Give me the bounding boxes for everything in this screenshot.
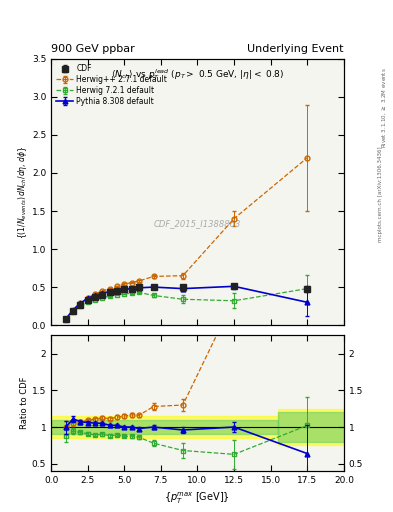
Text: $\langle N_{ch}\rangle$ vs $p_T^{lead}$ ($p_T >$ 0.5 GeV, $|\eta| <$ 0.8): $\langle N_{ch}\rangle$ vs $p_T^{lead}$ … (111, 67, 284, 82)
Text: CDF_2015_I1388863: CDF_2015_I1388863 (154, 220, 241, 228)
Y-axis label: Ratio to CDF: Ratio to CDF (20, 377, 29, 430)
X-axis label: $\{p_T^{max}$ [GeV]$\}$: $\{p_T^{max}$ [GeV]$\}$ (165, 490, 230, 506)
Bar (278, 412, 344, 442)
Y-axis label: $\{(1/N_{events})\, dN_{ch}/d\eta,\, d\phi\}$: $\{(1/N_{events})\, dN_{ch}/d\eta,\, d\p… (16, 145, 29, 239)
Text: Rivet 3.1.10, $\geq$ 3.2M events: Rivet 3.1.10, $\geq$ 3.2M events (380, 67, 388, 148)
Bar (51, 420, 278, 434)
Text: mcplots.cern.ch [arXiv:1306.3436]: mcplots.cern.ch [arXiv:1306.3436] (378, 147, 383, 242)
Text: 900 GeV ppbar: 900 GeV ppbar (51, 44, 135, 54)
Text: Underlying Event: Underlying Event (247, 44, 344, 54)
Bar (51, 416, 278, 438)
Bar (278, 409, 344, 445)
Legend: CDF, Herwig++ 2.7.1 default, Herwig 7.2.1 default, Pythia 8.308 default: CDF, Herwig++ 2.7.1 default, Herwig 7.2.… (54, 62, 169, 108)
